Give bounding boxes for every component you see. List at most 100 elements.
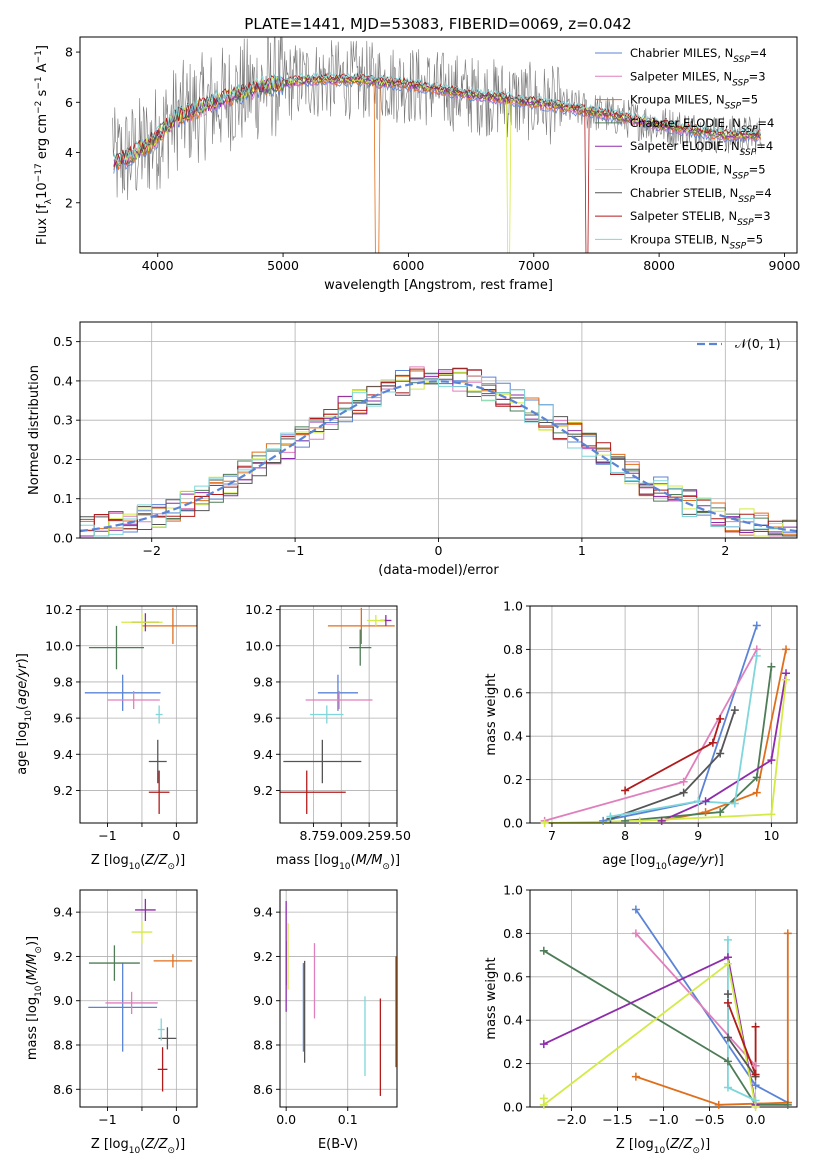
y-tick-label: 9.8: [253, 674, 273, 689]
plot-area: [80, 366, 797, 538]
mass-weight-marker: [701, 808, 710, 817]
legend-entry: Kroupa STELIB, NSSP=5: [630, 232, 763, 251]
mass-weight-marker: [752, 788, 761, 797]
mass-weight-marker: [767, 662, 776, 671]
y-tick-label: 10.2: [245, 602, 273, 617]
mass-weight-marker: [714, 1100, 723, 1109]
y-tick-label: 8.8: [53, 1038, 73, 1053]
legend-entry: Chabrier ELODIE, NSSP=4: [630, 116, 774, 135]
y-tick-label: 10.2: [45, 602, 73, 617]
mass-weight-marker: [730, 799, 739, 808]
plot-area: [285, 901, 397, 1096]
mass-weight-line: [635, 932, 757, 1067]
gaussian-legend-label: 𝒩(0, 1): [735, 336, 781, 351]
mass-weight-marker: [782, 675, 791, 684]
model-spectrum-line: [113, 76, 761, 168]
x-tick-label: 0: [172, 1112, 180, 1127]
axes-frame: [79, 36, 798, 254]
mass-weight-marker: [621, 786, 630, 795]
y-tick-label: 0.0: [53, 531, 73, 546]
axes-frame: [79, 889, 198, 1108]
mass-weight-marker: [723, 990, 732, 999]
x-tick-label: 8: [621, 828, 629, 843]
histogram-step: [80, 375, 797, 538]
mass-weight-marker: [539, 1100, 548, 1109]
y-tick-label: 4: [65, 145, 73, 160]
data-spectrum-line: [112, 37, 762, 201]
y-tick-label: 0.5: [53, 334, 73, 349]
y-axis-label: age [log10(age/yr)]: [15, 653, 34, 775]
mass-weight-marker: [635, 816, 644, 825]
histogram-axes: −2 −1 0 1 2 0.0 0.1 0.2 0.3 0.4 0.5 (data-model)/er…: [27, 321, 798, 578]
x-tick-label: −1: [98, 1112, 116, 1127]
y-axis-label: mass weight: [484, 673, 499, 755]
legend-entry: Chabrier STELIB, NSSP=4: [630, 186, 772, 205]
mass-weight-marker: [701, 797, 710, 806]
x-tick-label: 8.75: [300, 828, 328, 843]
mass-weight-marker: [631, 1072, 640, 1081]
figure-title: PLATE=1441, MJD=53083, FIBERID=0069, z=0…: [244, 15, 631, 33]
x-tick-label: 7000: [518, 258, 550, 273]
y-tick-label: 9.4: [253, 747, 273, 762]
y-tick-label: 0.0: [503, 816, 523, 831]
y-axis-label: Flux [fλ10−17 erg cm−2 s−1 A−1]: [34, 45, 54, 245]
mass-weight-marker: [751, 1081, 760, 1090]
y-axis-label: mass [log10(M/M⊙)]: [25, 936, 44, 1060]
x-tick-label: 2: [721, 543, 729, 558]
y-tick-label: 0.8: [503, 642, 523, 657]
x-axis-label: Z [log10(Z/Z⊙)]: [91, 853, 185, 872]
x-tick-label: 5000: [267, 258, 299, 273]
x-axis-label: mass [log10(M/M⊙)]: [276, 853, 400, 872]
mass-weight-marker: [783, 929, 792, 938]
mass-weight-marker: [631, 905, 640, 914]
y-tick-label: 8.8: [253, 1038, 273, 1053]
mass-weight-line: [610, 655, 758, 818]
y-tick-label: 0.2: [53, 452, 73, 467]
mass-weight-marker: [539, 946, 548, 955]
mass-weight-vs-z-axes: −2.0 −1.5 −1.0 −0.5 0.0 0.0 0.2 0.4 0.6 0.8 1.0 mas…: [484, 883, 798, 1156]
x-tick-label: 6000: [393, 258, 425, 273]
mass-weight-marker: [708, 738, 717, 747]
mass-weight-marker: [723, 998, 732, 1007]
y-tick-label: 1.0: [503, 599, 523, 614]
legend-entry: Kroupa MILES, NSSP=5: [630, 93, 758, 112]
x-tick-label: 1: [578, 543, 586, 558]
y-tick-label: 6: [65, 95, 73, 110]
mass-weight-marker: [716, 808, 725, 817]
y-tick-label: 9.4: [53, 905, 73, 920]
y-tick-label: 8.6: [253, 1082, 273, 1097]
x-tick-label: −0.5: [694, 1112, 724, 1127]
plot-area: [84, 607, 197, 814]
y-tick-label: 0.4: [503, 1013, 523, 1028]
axes-frame: [279, 605, 398, 824]
y-tick-label: 0.8: [503, 926, 523, 941]
mass-weight-marker: [751, 1070, 760, 1079]
x-tick-label: 0.0: [276, 1112, 296, 1127]
mass-weight-marker: [730, 706, 739, 715]
x-axis-label: wavelength [Angstrom, rest frame]: [324, 278, 553, 293]
y-tick-label: 9.2: [253, 783, 273, 798]
mass-weight-marker: [723, 1083, 732, 1092]
legend-entry: Chabrier MILES, NSSP=4: [630, 46, 767, 65]
plot-area: [280, 607, 395, 814]
y-tick-label: 9.2: [53, 783, 73, 798]
y-tick-label: 2: [65, 195, 73, 210]
y-tick-label: 9.0: [253, 993, 273, 1008]
x-tick-label: −1: [98, 828, 116, 843]
axes-frame: [79, 605, 198, 824]
mass-weight-marker: [599, 816, 608, 825]
y-tick-label: 1.0: [503, 883, 523, 898]
mass-weight-marker: [723, 935, 732, 944]
x-tick-label: −1.0: [648, 1112, 678, 1127]
mass-weight-marker: [723, 1033, 732, 1042]
plot-area: [112, 37, 762, 253]
x-tick-label: 9.50: [383, 828, 411, 843]
x-tick-label: 0.0: [746, 1112, 766, 1127]
mass-weight-marker: [783, 1100, 792, 1109]
y-tick-label: 0.3: [53, 413, 73, 428]
y-tick-label: 0.4: [503, 729, 523, 744]
mass-weight-marker: [752, 621, 761, 630]
y-tick-label: 9.0: [53, 993, 73, 1008]
x-axis-label: age [log10(age/yr)]: [602, 853, 724, 872]
legend-entry: Salpeter ELODIE, NSSP=4: [630, 139, 773, 158]
